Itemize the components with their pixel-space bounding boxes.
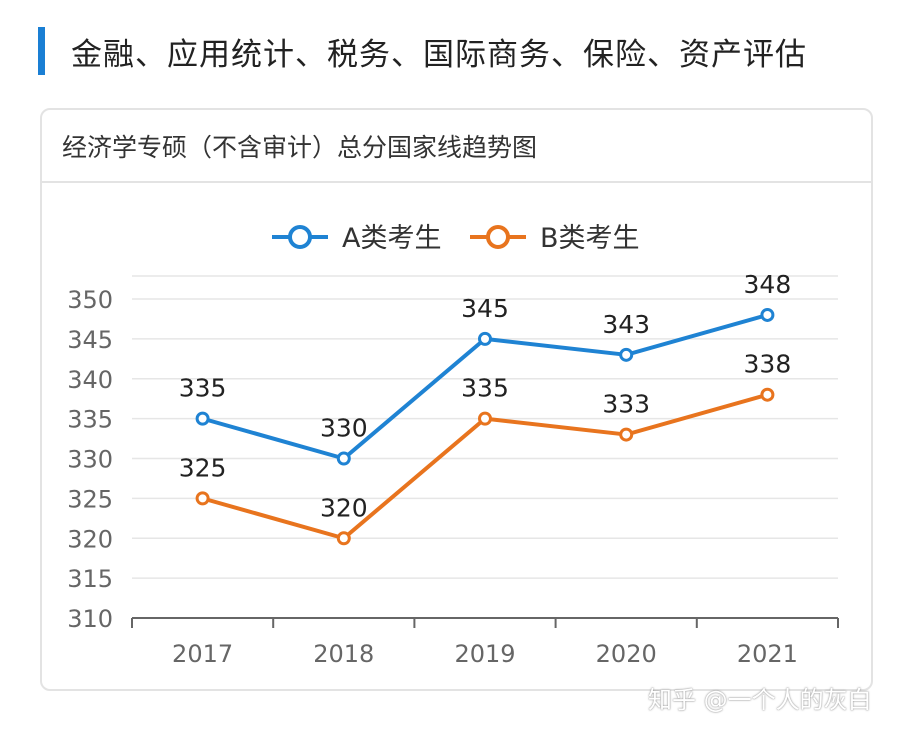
data-point [336,451,351,466]
data-label: 343 [602,310,650,339]
data-point [478,331,492,346]
data-point [336,531,351,546]
watermark: 知乎 @一个人的灰白 [648,686,872,714]
data-point [760,307,775,322]
data-label: 325 [179,453,227,482]
data-label: 330 [320,414,368,443]
y-tick-label: 340 [67,366,113,394]
y-tick-label: 325 [67,485,113,513]
x-tick-label: 2019 [454,640,515,668]
data-point [478,411,492,426]
legend-label: A类考生 [342,223,441,254]
data-label: 345 [461,294,509,323]
y-tick-label: 350 [67,286,113,314]
x-tick-label: 2020 [596,640,657,668]
y-tick-label: 315 [67,565,113,593]
legend-marker [486,225,510,249]
chart-card-title: 经济学专硕（不含审计）总分国家线趋势图 [42,110,871,183]
data-point [195,491,210,506]
y-tick-label: 345 [67,326,113,354]
data-point [195,411,210,426]
y-tick-label: 320 [67,525,113,553]
data-label: 320 [320,493,368,522]
heading-accent-bar [38,27,45,75]
data-point [619,427,634,442]
chart-card: 经济学专硕（不含审计）总分国家线趋势图 [40,108,873,691]
y-tick-label: 310 [67,605,113,633]
x-tick-label: 2017 [172,640,233,668]
data-label: 335 [461,374,509,403]
data-label: 335 [179,374,227,403]
y-tick-label: 330 [67,446,113,474]
heading-text: 金融、应用统计、税务、国际商务、保险、资产评估 [71,36,807,73]
data-point [619,347,634,362]
data-point [760,387,775,402]
page-heading: 金融、应用统计、税务、国际商务、保险、资产评估 [38,26,807,76]
data-label: 333 [602,390,650,419]
data-label: 348 [744,270,792,299]
x-tick-label: 2021 [737,640,798,668]
legend-label: B类考生 [540,223,640,254]
x-tick-label: 2018 [313,640,374,668]
y-tick-label: 335 [67,406,113,434]
legend-marker [288,225,312,249]
data-label: 338 [744,350,792,379]
